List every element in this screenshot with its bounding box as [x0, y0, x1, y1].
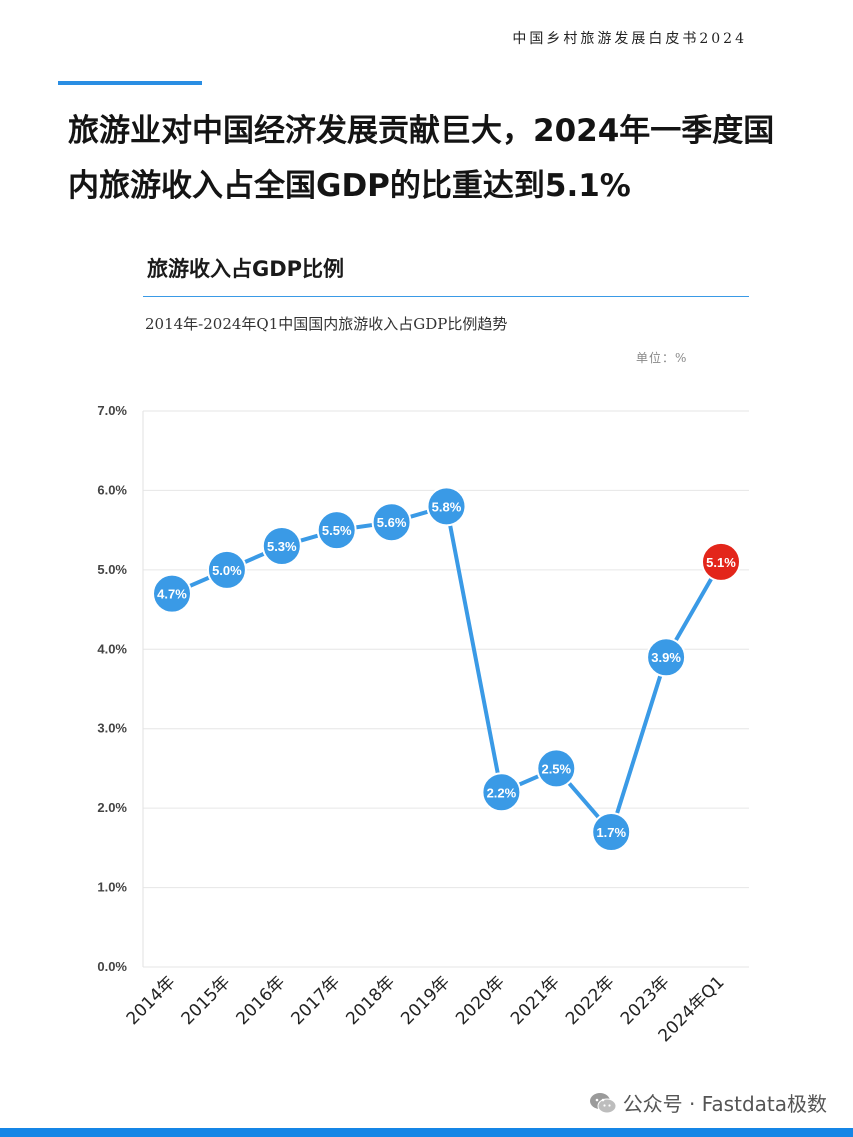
x-tick-label: 2019年: [397, 972, 454, 1029]
y-tick-label: 7.0%: [97, 403, 127, 418]
x-tick-label: 2018年: [342, 972, 399, 1029]
headline-line-1: 旅游业对中国经济发展贡献巨大，2024年一季度国: [68, 113, 775, 149]
x-tick-label: 2020年: [452, 972, 509, 1029]
data-label: 4.7%: [157, 587, 187, 602]
x-tick-label: 2014年: [123, 972, 180, 1029]
y-tick-label: 3.0%: [97, 721, 127, 736]
headline-line-2: 内旅游收入占全国GDP的比重达到5.1%: [68, 168, 631, 204]
accent-bar: [58, 81, 202, 85]
x-tick-label: 2021年: [507, 972, 564, 1029]
data-label: 5.1%: [706, 555, 736, 570]
x-tick-label: 2022年: [562, 972, 619, 1029]
chart-subtitle: 2014年-2024年Q1中国国内旅游收入占GDP比例趋势: [145, 315, 508, 333]
data-point: [152, 573, 192, 614]
data-point: [426, 486, 467, 527]
y-tick-label: 1.0%: [97, 880, 127, 895]
data-point: [536, 748, 577, 789]
x-tick-label: 2016年: [233, 972, 290, 1029]
data-point: [371, 502, 412, 543]
data-point: [591, 811, 632, 852]
data-point: [481, 772, 522, 813]
data-point: [261, 526, 302, 567]
data-point: [206, 549, 247, 590]
watermark: 公众号 · Fastdata极数: [589, 1088, 827, 1117]
data-point: [316, 510, 357, 551]
y-tick-label: 2.0%: [97, 800, 127, 815]
chart-title: 旅游收入占GDP比例: [147, 257, 345, 281]
data-point: [646, 637, 687, 678]
data-label: 5.8%: [432, 499, 462, 514]
title-divider: [143, 296, 749, 297]
wechat-icon: [589, 1092, 617, 1113]
data-label: 2.5%: [541, 761, 571, 776]
y-tick-label: 4.0%: [97, 641, 127, 656]
data-label: 1.7%: [596, 825, 626, 840]
data-label: 3.9%: [651, 650, 681, 665]
unit-label: 单位：%: [636, 351, 688, 365]
y-tick-label: 6.0%: [97, 482, 127, 497]
data-label: 2.2%: [487, 785, 517, 800]
series-line: [171, 504, 723, 834]
data-label: 5.0%: [212, 563, 242, 578]
data-label: 5.3%: [267, 539, 297, 554]
watermark-text: 公众号 · Fastdata极数: [622, 1092, 827, 1116]
data-label: 5.6%: [377, 515, 407, 530]
footer-bar: [0, 1128, 853, 1137]
y-tick-label: 5.0%: [97, 562, 127, 577]
data-point: [701, 541, 741, 582]
y-tick-label: 0.0%: [97, 959, 127, 974]
headline: 旅游业对中国经济发展贡献巨大，2024年一季度国 内旅游收入占全国GDP的比重达…: [68, 104, 808, 214]
x-tick-label: 2015年: [178, 972, 235, 1029]
data-label: 5.5%: [322, 523, 352, 538]
x-tick-label: 2017年: [287, 972, 344, 1029]
document-title: 中国乡村旅游发展白皮书2024: [512, 31, 747, 47]
